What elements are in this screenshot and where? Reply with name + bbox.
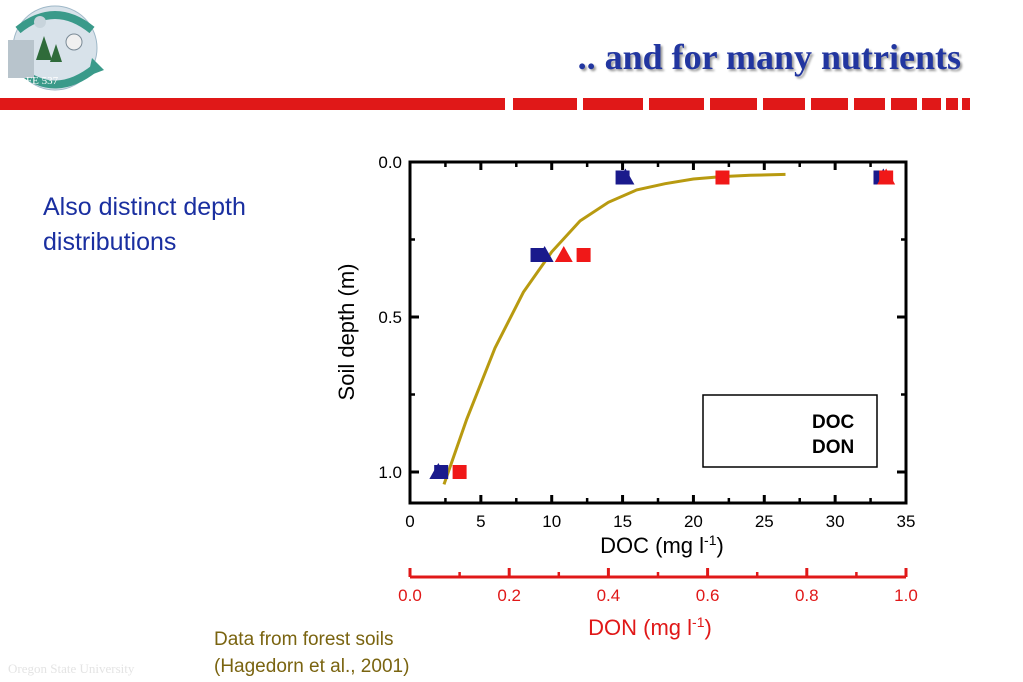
x-tick-label: 35 [897,512,916,531]
y-tick-label: 1.0 [378,463,402,482]
don-square-point [576,248,591,262]
page-title: .. and for many nutrients [577,37,961,77]
slide-subtitle: Also distinct depth distributions [43,190,343,260]
don-square-point [715,170,730,185]
subtitle-line: Also distinct depth [43,193,246,221]
subtitle-line: distributions [43,228,177,256]
don-axis-tick-label: 0.4 [597,586,621,605]
caption-line: (Hagedorn et al., 2001) [214,656,410,677]
logo-text: FE 537 [26,75,59,87]
don-triangle-point [554,246,573,262]
x-tick-label: 5 [476,512,485,531]
don-axis-tick-label: 1.0 [894,586,918,605]
don-axis-tick-label: 0.8 [795,586,819,605]
data-source-caption: Data from forest soils (Hagedorn et al.,… [214,626,409,680]
y-axis-label: Soil depth (m) [334,264,359,401]
y-tick-label: 0.5 [378,308,402,327]
x-tick-label: 30 [826,512,845,531]
don-square-point [452,465,467,479]
doc-triangle-point [535,246,554,262]
x-tick-label: 15 [613,512,632,531]
don-axis-tick-label: 0.6 [696,586,720,605]
don-axis-tick-label: 0.2 [497,586,521,605]
legend-box [702,394,878,468]
don-axis-tick-label: 0.0 [398,586,422,605]
doc-triangle-point [429,463,448,479]
don-triangle-point [877,168,896,185]
x-tick-label: 10 [542,512,561,531]
x-tick-label: 25 [755,512,774,531]
footer-institution: Oregon State University [8,661,135,676]
x-tick-label: 20 [684,512,703,531]
legend-don-label: DON [812,437,854,458]
legend-doc-label: DOC [812,412,855,433]
caption-line: Data from forest soils [214,629,394,650]
header-rule [0,98,970,110]
doc-triangle-point [616,168,635,185]
x-axis-label: DOC (mg l-1) [600,532,724,558]
x-tick-label: 0 [405,512,414,531]
don-axis-label: DON (mg l-1) [588,614,712,640]
depth-profile-chart: 0 5 10 15 20 25 30 35 0.0 0.5 1.0 0.0 0.2 0.4 0.6 0.8 1.… [334,153,918,640]
y-tick-label: 0.0 [378,153,402,172]
logo: FE 537 [8,5,104,91]
